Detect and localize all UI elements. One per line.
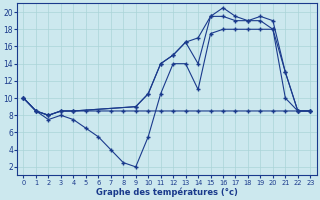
X-axis label: Graphe des températures (°c): Graphe des températures (°c) <box>96 187 238 197</box>
